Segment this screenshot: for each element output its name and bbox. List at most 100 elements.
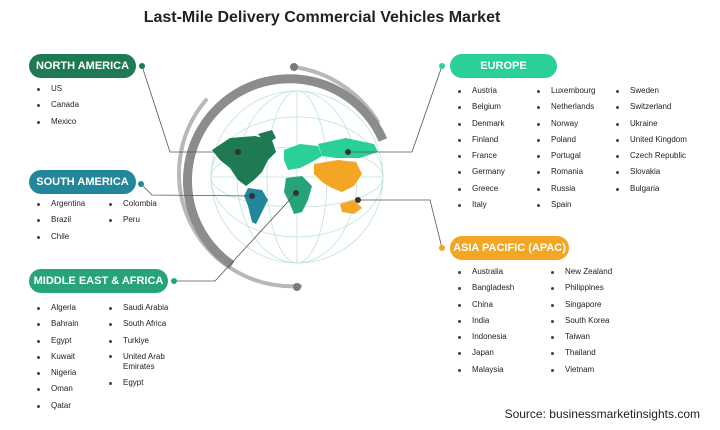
connector-mea xyxy=(174,192,297,282)
australia-shape xyxy=(340,200,362,214)
europe-country-list-3: Sweden Switzerland Ukraine United Kingdo… xyxy=(613,83,687,197)
list-item: Ukraine xyxy=(613,116,687,132)
north-america-country-list: US Canada Mexico xyxy=(34,81,79,130)
list-item: Oman xyxy=(34,381,79,397)
list-item: France xyxy=(455,148,505,164)
list-item: Spain xyxy=(534,197,595,213)
greenland-shape xyxy=(258,130,276,144)
list-item: Colombia xyxy=(106,196,157,212)
list-item: Saudi Arabia xyxy=(106,300,193,316)
south-america-shape xyxy=(244,188,268,224)
region-label-south-america: SOUTH AMERICA xyxy=(29,170,136,194)
list-item: Austria xyxy=(455,83,505,99)
dot-na-end xyxy=(235,149,241,155)
list-item: Malaysia xyxy=(455,362,514,378)
list-item: Philippines xyxy=(548,280,612,296)
list-item: Egypt xyxy=(34,333,79,349)
list-item: Taiwan xyxy=(548,329,612,345)
list-item: Slovakia xyxy=(613,164,687,180)
region-label-asia-pacific: ASIA PACIFIC (APAC) xyxy=(450,236,569,260)
list-item: Singapore xyxy=(548,297,612,313)
list-item: Thailand xyxy=(548,345,612,361)
list-item: Vietnam xyxy=(548,362,612,378)
list-item: Portugal xyxy=(534,148,595,164)
page-title: Last-Mile Delivery Commercial Vehicles M… xyxy=(143,9,501,26)
list-item: Finland xyxy=(455,132,505,148)
list-item: Poland xyxy=(534,132,595,148)
list-item: Chile xyxy=(34,229,85,245)
list-item: Mexico xyxy=(34,114,79,130)
connector-north-america xyxy=(141,65,238,153)
list-item: Kuwait xyxy=(34,349,79,365)
list-item: Bulgaria xyxy=(613,181,687,197)
asia-pacific-country-list-1: Australia Bangladesh China India Indones… xyxy=(455,264,514,378)
list-item: Egypt xyxy=(106,375,193,391)
inner-ring-arc xyxy=(183,74,388,269)
dot-mea-end xyxy=(293,190,299,196)
connector-europe xyxy=(348,65,443,153)
russia-shape xyxy=(318,138,378,158)
outer-ring-arc-top xyxy=(292,65,380,124)
dot-eu-start xyxy=(439,63,445,69)
south-america-country-list-1: Argentina Brazil Chile xyxy=(34,196,85,245)
dot-ap-end xyxy=(355,197,361,203)
list-item: Luxembourg xyxy=(534,83,595,99)
asia-shape xyxy=(314,160,362,192)
list-item: Brazil xyxy=(34,212,85,228)
dot-sa-end xyxy=(249,193,255,199)
list-item: United Kingdom xyxy=(613,132,687,148)
europe-shape xyxy=(284,144,322,170)
list-item: Peru xyxy=(106,212,157,228)
list-item: China xyxy=(455,297,514,313)
list-item: India xyxy=(455,313,514,329)
south-america-country-list-2: Colombia Peru xyxy=(106,196,157,229)
ring-end-dot-bottom xyxy=(293,283,301,291)
asia-pacific-country-list-2: New Zealand Philippines Singapore South … xyxy=(548,264,612,378)
list-item: Switzerland xyxy=(613,99,687,115)
mea-country-list-2: Saudi Arabia South Africa Turkiye United… xyxy=(106,300,193,391)
list-item: Norway xyxy=(534,116,595,132)
list-item: Algeria xyxy=(34,300,79,316)
connector-south-america xyxy=(140,183,253,197)
list-item: Italy xyxy=(455,197,505,213)
ring-end-dot-top xyxy=(290,63,298,71)
europe-country-list-2: Luxembourg Netherlands Norway Poland Por… xyxy=(534,83,595,213)
list-item: Czech Republic xyxy=(613,148,687,164)
europe-country-list-1: Austria Belgium Denmark Finland France G… xyxy=(455,83,505,213)
dot-sa-start xyxy=(138,181,144,187)
list-item: Romania xyxy=(534,164,595,180)
list-item: United Arab Emirates xyxy=(106,349,193,375)
list-item: Netherlands xyxy=(534,99,595,115)
list-item: Bangladesh xyxy=(455,280,514,296)
mea-country-list-1: Algeria Bahrain Egypt Kuwait Nigeria Oma… xyxy=(34,300,79,414)
list-item: Germany xyxy=(455,164,505,180)
list-item: US xyxy=(34,81,79,97)
list-item: Australia xyxy=(455,264,514,280)
list-item: South Korea xyxy=(548,313,612,329)
list-item: Indonesia xyxy=(455,329,514,345)
list-item: Canada xyxy=(34,97,79,113)
dot-mea-start xyxy=(171,278,177,284)
region-label-europe: EUROPE xyxy=(450,54,557,78)
list-item: South Africa xyxy=(106,316,193,332)
dot-na-start xyxy=(139,63,145,69)
list-item: Bahrain xyxy=(34,316,79,332)
list-item: Russia xyxy=(534,181,595,197)
dot-eu-end xyxy=(345,149,351,155)
list-item: Japan xyxy=(455,345,514,361)
list-item: Argentina xyxy=(34,196,85,212)
list-item: Sweden xyxy=(613,83,687,99)
list-item: Greece xyxy=(455,181,505,197)
list-item: Qatar xyxy=(34,398,79,414)
source-credit: Source: businessmarketinsights.com xyxy=(504,407,700,421)
list-item: Nigeria xyxy=(34,365,79,381)
list-item: New Zealand xyxy=(548,264,612,280)
region-label-middle-east-africa: MIDDLE EAST & AFRICA xyxy=(29,269,168,293)
connector-asia-pacific xyxy=(358,199,443,249)
region-label-north-america: NORTH AMERICA xyxy=(29,54,136,78)
outer-ring-arc-left xyxy=(177,98,302,289)
list-item: Denmark xyxy=(455,116,505,132)
list-item: Belgium xyxy=(455,99,505,115)
north-america-shape xyxy=(212,136,276,186)
